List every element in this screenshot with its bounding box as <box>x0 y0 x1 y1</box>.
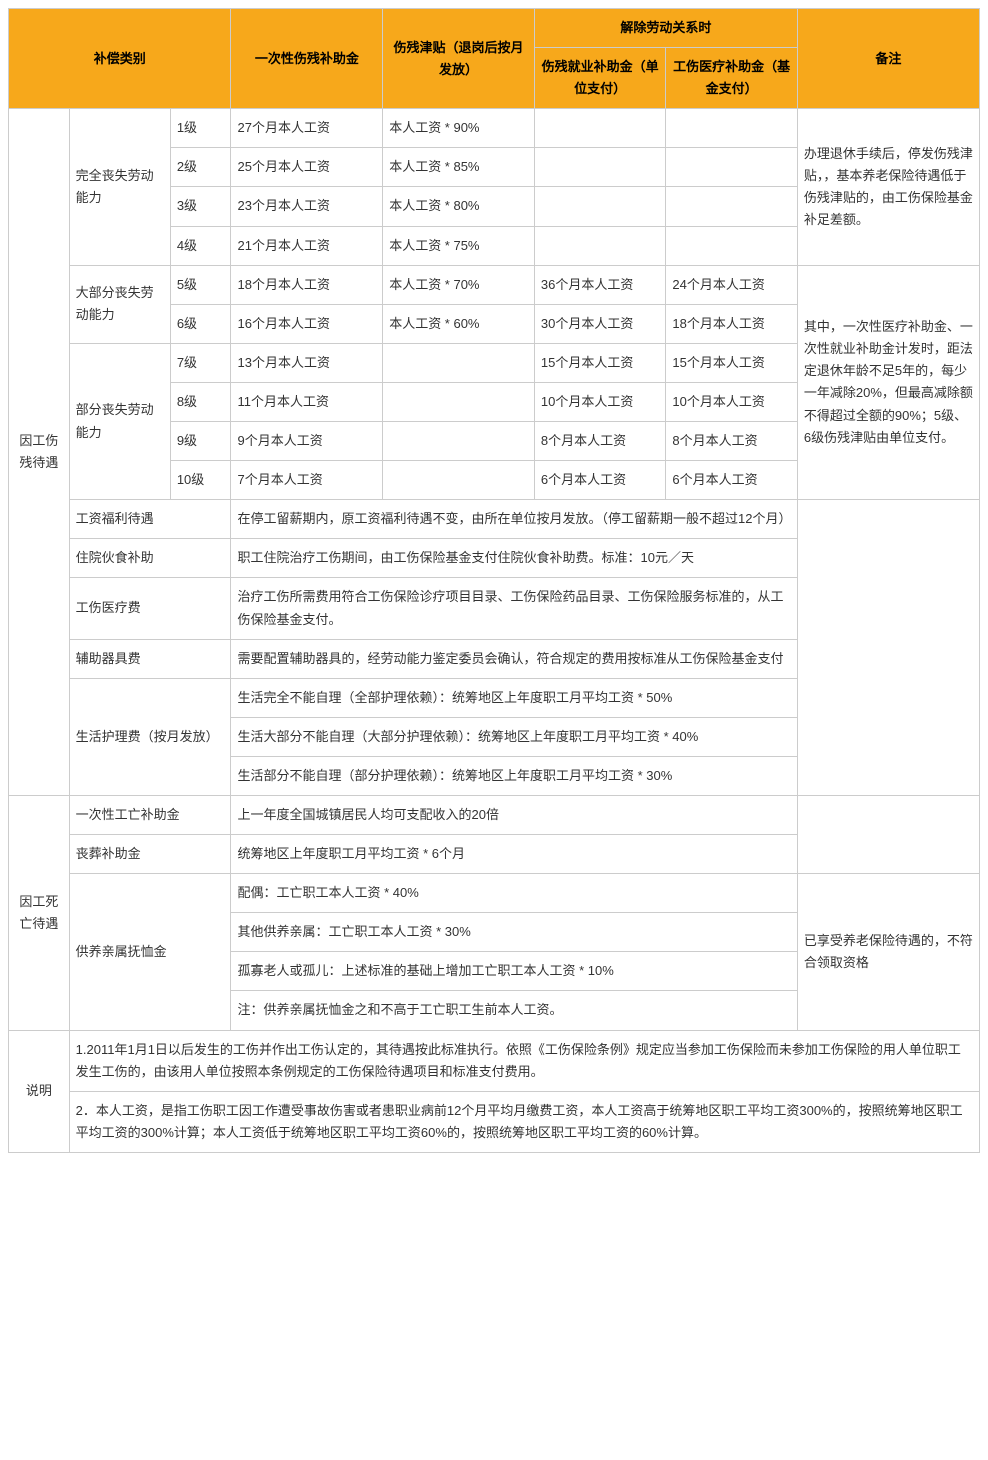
level-cell: 3级 <box>170 187 231 226</box>
employ-cell: 36个月本人工资 <box>534 265 665 304</box>
med-cell: 10个月本人工资 <box>666 382 798 421</box>
care-title: 生活护理费（按月发放） <box>69 678 231 795</box>
care-v3: 生活部分不能自理（部分护理依赖）：统筹地区上年度职工月平均工资 * 30% <box>231 756 797 795</box>
level-cell: 7级 <box>170 343 231 382</box>
th-term-employ: 伤残就业补助金（单位支付） <box>534 48 665 109</box>
dep-title: 供养亲属抚恤金 <box>69 874 231 1030</box>
level-cell: 4级 <box>170 226 231 265</box>
empty-cell <box>666 226 798 265</box>
employ-cell: 10个月本人工资 <box>534 382 665 421</box>
empty-cell <box>534 148 665 187</box>
dep-v1: 配偶：工亡职工本人工资 * 40% <box>231 874 797 913</box>
empty-cell <box>383 343 535 382</box>
empty-cell <box>383 382 535 421</box>
level-cell: 5级 <box>170 265 231 304</box>
wage-title: 工资福利待遇 <box>69 500 231 539</box>
level-cell: 10级 <box>170 461 231 500</box>
level-cell: 6级 <box>170 304 231 343</box>
care-v1: 生活完全不能自理（全部护理依赖）：统筹地区上年度职工月平均工资 * 50% <box>231 678 797 717</box>
allow-cell: 本人工资 * 70% <box>383 265 535 304</box>
note-title: 说明 <box>9 1030 70 1152</box>
empty-cell <box>666 148 798 187</box>
med-cell: 18个月本人工资 <box>666 304 798 343</box>
employ-cell: 30个月本人工资 <box>534 304 665 343</box>
level-cell: 8级 <box>170 382 231 421</box>
empty-cell <box>383 422 535 461</box>
empty-cell <box>383 461 535 500</box>
cat-full-loss: 完全丧失劳动能力 <box>69 109 170 265</box>
aid-value: 需要配置辅助器具的，经劳动能力鉴定委员会确认，符合规定的费用按标准从工伤保险基金… <box>231 639 797 678</box>
med-title: 工伤医疗费 <box>69 578 231 639</box>
empty-remark <box>797 500 979 796</box>
allow-cell: 本人工资 * 75% <box>383 226 535 265</box>
med-cell: 24个月本人工资 <box>666 265 798 304</box>
death-lump-title: 一次性工亡补助金 <box>69 795 231 834</box>
cat-death: 因工死亡待遇 <box>9 795 70 1030</box>
allow-cell: 本人工资 * 80% <box>383 187 535 226</box>
remark-14: 办理退休手续后，停发伤残津贴，，基本养老保险待遇低于伤残津贴的，由工伤保险基金补… <box>797 109 979 265</box>
med-cell: 6个月本人工资 <box>666 461 798 500</box>
aid-title: 辅助器具费 <box>69 639 231 678</box>
note1: 1.2011年1月1日以后发生的工伤并作出工伤认定的，其待遇按此标准执行。依照《… <box>69 1030 979 1091</box>
care-v2: 生活大部分不能自理（大部分护理依赖）：统筹地区上年度职工月平均工资 * 40% <box>231 717 797 756</box>
lump-cell: 27个月本人工资 <box>231 109 383 148</box>
dep-remark: 已享受养老保险待遇的，不符合领取资格 <box>797 874 979 1030</box>
allow-cell: 本人工资 * 60% <box>383 304 535 343</box>
th-term-medical: 工伤医疗补助金（基金支付） <box>666 48 798 109</box>
dep-v4: 注：供养亲属抚恤金之和不高于工亡职工生前本人工资。 <box>231 991 797 1030</box>
th-allowance: 伤残津贴（退岗后按月发放） <box>383 9 535 109</box>
employ-cell: 6个月本人工资 <box>534 461 665 500</box>
empty-remark <box>797 795 979 873</box>
compensation-table: 补偿类别 一次性伤残补助金 伤残津贴（退岗后按月发放） 解除劳动关系时 备注 伤… <box>8 8 980 1153</box>
lump-cell: 7个月本人工资 <box>231 461 383 500</box>
lump-cell: 9个月本人工资 <box>231 422 383 461</box>
cat-partial-loss: 部分丧失劳动能力 <box>69 343 170 499</box>
th-compType: 补偿类别 <box>9 9 231 109</box>
death-lump-value: 上一年度全国城镇居民人均可支配收入的20倍 <box>231 795 797 834</box>
med-cell: 15个月本人工资 <box>666 343 798 382</box>
lump-cell: 23个月本人工资 <box>231 187 383 226</box>
empty-cell <box>534 187 665 226</box>
lump-cell: 16个月本人工资 <box>231 304 383 343</box>
cat-injury: 因工伤残待遇 <box>9 109 70 796</box>
empty-cell <box>666 109 798 148</box>
med-value: 治疗工伤所需费用符合工伤保险诊疗项目目录、工伤保险药品目录、工伤保险服务标准的，… <box>231 578 797 639</box>
empty-cell <box>534 226 665 265</box>
level-cell: 1级 <box>170 109 231 148</box>
level-cell: 2级 <box>170 148 231 187</box>
wage-value: 在停工留薪期内，原工资福利待遇不变，由所在单位按月发放。（停工留薪期一般不超过1… <box>231 500 797 539</box>
th-termination: 解除劳动关系时 <box>534 9 797 48</box>
empty-cell <box>534 109 665 148</box>
allow-cell: 本人工资 * 85% <box>383 148 535 187</box>
th-remark: 备注 <box>797 9 979 109</box>
dep-v3: 孤寡老人或孤儿：上述标准的基础上增加工亡职工本人工资 * 10% <box>231 952 797 991</box>
empty-cell <box>666 187 798 226</box>
lump-cell: 21个月本人工资 <box>231 226 383 265</box>
funeral-title: 丧葬补助金 <box>69 835 231 874</box>
level-cell: 9级 <box>170 422 231 461</box>
cat-most-loss: 大部分丧失劳动能力 <box>69 265 170 343</box>
funeral-value: 统筹地区上年度职工月平均工资 * 6个月 <box>231 835 797 874</box>
lump-cell: 25个月本人工资 <box>231 148 383 187</box>
allow-cell: 本人工资 * 90% <box>383 109 535 148</box>
med-cell: 8个月本人工资 <box>666 422 798 461</box>
lump-cell: 18个月本人工资 <box>231 265 383 304</box>
dep-v2: 其他供养亲属：工亡职工本人工资 * 30% <box>231 913 797 952</box>
employ-cell: 8个月本人工资 <box>534 422 665 461</box>
th-lumpSum: 一次性伤残补助金 <box>231 9 383 109</box>
note2: 2．本人工资，是指工伤职工因工作遭受事故伤害或者患职业病前12个月平均月缴费工资… <box>69 1091 979 1152</box>
hosp-title: 住院伙食补助 <box>69 539 231 578</box>
hosp-value: 职工住院治疗工伤期间，由工伤保险基金支付住院伙食补助费。标准：10元／天 <box>231 539 797 578</box>
lump-cell: 13个月本人工资 <box>231 343 383 382</box>
lump-cell: 11个月本人工资 <box>231 382 383 421</box>
employ-cell: 15个月本人工资 <box>534 343 665 382</box>
remark-510: 其中，一次性医疗补助金、一次性就业补助金计发时，距法定退休年龄不足5年的，每少一… <box>797 265 979 500</box>
